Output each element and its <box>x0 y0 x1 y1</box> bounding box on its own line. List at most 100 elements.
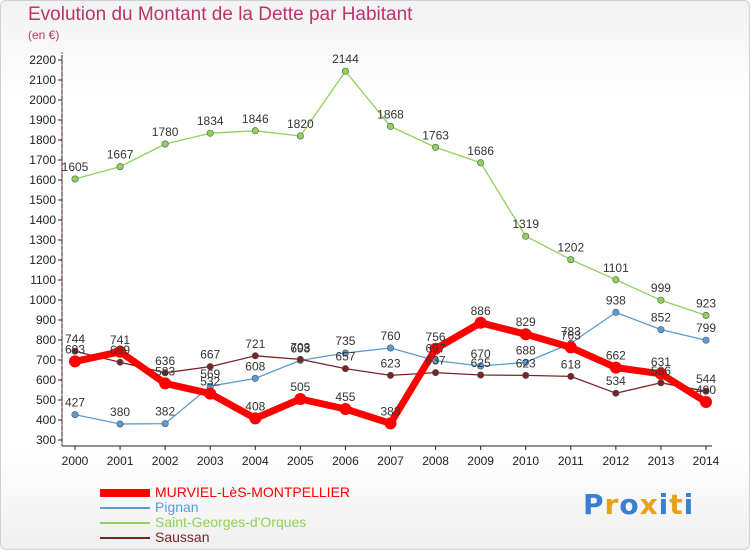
legend-label: Saussan <box>155 529 210 545</box>
data-point <box>296 355 304 363</box>
x-tick-label: 2011 <box>558 454 584 468</box>
data-label: 698 <box>290 341 310 355</box>
data-point <box>564 341 577 354</box>
chart-title: Evolution du Montant de la Dette par Hab… <box>28 4 413 25</box>
data-point <box>612 308 620 316</box>
data-point <box>477 159 485 167</box>
data-label: 688 <box>516 343 536 357</box>
data-point <box>702 336 710 344</box>
data-label: 455 <box>335 390 355 404</box>
data-label: 636 <box>155 354 175 368</box>
y-tick-label: 2000 <box>29 93 56 107</box>
data-point <box>654 367 667 380</box>
data-label: 697 <box>426 342 446 356</box>
data-point <box>477 371 485 379</box>
y-tick-label: 1800 <box>29 133 56 147</box>
legend-label: MURVIEL-LèS-MONTPELLIER <box>155 484 351 500</box>
data-label: 623 <box>380 356 400 370</box>
x-tick-label: 2005 <box>287 454 314 468</box>
y-tick-label: 1100 <box>30 273 56 287</box>
data-label: 657 <box>335 350 355 364</box>
data-label: 1868 <box>377 107 404 121</box>
y-tick-label: 1000 <box>29 293 56 307</box>
x-tick-label: 2009 <box>467 454 494 468</box>
data-point <box>522 371 530 379</box>
y-tick-label: 700 <box>36 353 56 367</box>
data-label: 693 <box>65 342 85 356</box>
data-label: 689 <box>110 343 130 357</box>
data-point <box>612 389 620 397</box>
data-label: 1846 <box>242 112 269 126</box>
y-tick-label: 1200 <box>29 253 56 267</box>
data-label: 829 <box>516 315 536 329</box>
data-label: 735 <box>335 334 355 348</box>
data-point <box>384 417 397 430</box>
x-tick-label: 2007 <box>377 454 404 468</box>
data-label: 1101 <box>603 261 629 275</box>
y-tick-label: 1600 <box>29 173 56 187</box>
x-tick-label: 2006 <box>332 454 359 468</box>
x-tick-label: 2004 <box>242 454 269 468</box>
y-tick-label: 500 <box>36 393 56 407</box>
data-point <box>296 132 304 140</box>
data-point <box>702 387 710 395</box>
legend-swatch <box>100 536 150 539</box>
data-point <box>204 387 217 400</box>
y-tick-label: 1300 <box>29 233 56 247</box>
data-label: 923 <box>696 296 716 310</box>
data-point <box>251 374 259 382</box>
data-point <box>612 276 620 284</box>
y-tick-label: 2200 <box>29 53 56 67</box>
data-point <box>116 420 124 428</box>
data-label: 2144 <box>332 52 359 66</box>
legend-label: Pignan <box>155 499 199 515</box>
y-tick-label: 1700 <box>29 153 56 167</box>
data-point <box>341 349 349 357</box>
y-tick-label: 1900 <box>29 113 56 127</box>
data-label: 799 <box>696 321 716 335</box>
data-point <box>159 377 172 390</box>
x-tick-label: 2010 <box>512 454 539 468</box>
data-point <box>161 420 169 428</box>
data-label: 583 <box>155 364 175 378</box>
data-point <box>657 326 665 334</box>
data-label: 534 <box>606 374 626 388</box>
data-label: 382 <box>155 405 175 419</box>
data-point <box>251 127 259 135</box>
x-tick-label: 2000 <box>62 454 89 468</box>
data-point <box>206 129 214 137</box>
data-label: 623 <box>516 356 536 370</box>
x-tick-label: 2013 <box>648 454 675 468</box>
data-point <box>161 140 169 148</box>
data-label: 380 <box>110 405 130 419</box>
data-label: 532 <box>200 375 220 389</box>
data-label: 852 <box>651 311 671 325</box>
data-point <box>519 328 532 341</box>
data-label: 608 <box>245 359 265 373</box>
data-label: 1780 <box>152 125 179 139</box>
data-label: 569 <box>200 367 220 381</box>
y-tick-label: 900 <box>36 313 56 327</box>
data-point <box>71 411 79 419</box>
legend-label: Saint-Georges-d'Orques <box>155 514 307 530</box>
legend-swatch <box>100 488 150 497</box>
y-tick-label: 800 <box>36 333 56 347</box>
data-label: 999 <box>651 281 671 295</box>
legend-swatch <box>100 521 150 524</box>
data-point <box>432 143 440 151</box>
x-tick-label: 2002 <box>152 454 179 468</box>
data-point <box>657 296 665 304</box>
data-point <box>474 316 487 329</box>
data-label: 637 <box>426 354 446 368</box>
data-label: 744 <box>65 332 85 346</box>
data-point <box>386 371 394 379</box>
data-point <box>116 163 124 171</box>
y-tick-label: 300 <box>36 433 56 447</box>
data-point <box>206 363 214 371</box>
y-tick-label: 2100 <box>29 73 56 87</box>
data-label: 783 <box>561 324 581 338</box>
data-point <box>702 311 710 319</box>
data-label: 938 <box>606 293 626 307</box>
data-point <box>386 344 394 352</box>
